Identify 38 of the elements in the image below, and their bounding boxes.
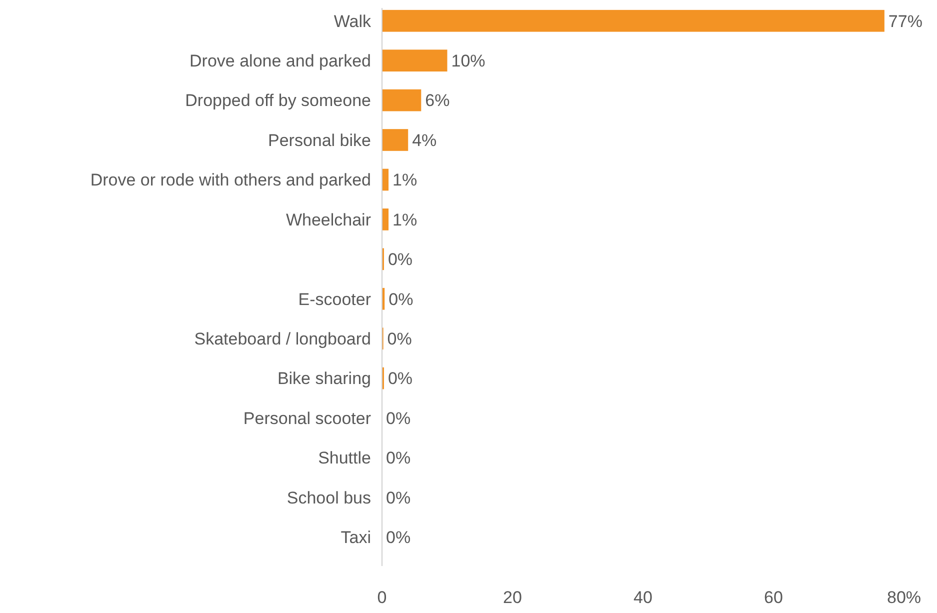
- y-tick-label: Taxi: [340, 528, 371, 548]
- data-label: 0%: [387, 330, 412, 349]
- x-tick-label: 0: [377, 588, 387, 607]
- data-label: 0%: [386, 528, 411, 548]
- y-tick-label: Personal bike: [268, 130, 371, 150]
- y-tick-label: Skateboard / longboard: [194, 330, 371, 349]
- data-label: 1%: [392, 170, 418, 190]
- bar: [382, 208, 389, 230]
- x-tick-label: 40: [634, 588, 652, 607]
- y-tick-label: Drove alone and parked: [190, 52, 371, 71]
- bar: [382, 50, 448, 72]
- bar: [382, 89, 422, 112]
- data-label: 0%: [388, 290, 414, 309]
- data-label: 1%: [392, 210, 418, 230]
- x-tick-label: 80%: [886, 588, 922, 607]
- data-label: 77%: [888, 12, 922, 31]
- data-label: 0%: [388, 250, 413, 270]
- data-label: 10%: [451, 52, 486, 71]
- y-tick-label: Walk: [334, 12, 372, 31]
- bar: [382, 168, 389, 191]
- data-label: 0%: [386, 488, 411, 508]
- y-tick-label: Shuttle: [318, 448, 371, 468]
- data-label: 0%: [386, 408, 411, 428]
- data-label: 0%: [386, 448, 411, 468]
- bar: [382, 129, 408, 151]
- data-label: 4%: [412, 130, 437, 150]
- data-label: 0%: [388, 369, 413, 388]
- y-tick-label: School bus: [286, 488, 371, 508]
- y-tick-label: E-scooter: [298, 290, 372, 309]
- y-tick-label: Wheelchair: [286, 210, 372, 230]
- y-tick-label: Bike sharing: [277, 369, 371, 388]
- bar: [382, 10, 884, 32]
- x-tick-label: 60: [764, 588, 783, 607]
- y-tick-label: Drove or rode with others and parked: [90, 170, 371, 190]
- x-tick-label: 20: [503, 588, 522, 607]
- y-tick-label: Personal scooter: [243, 408, 372, 428]
- data-label: 6%: [425, 91, 450, 110]
- y-tick-label: Dropped off by someone: [185, 91, 371, 110]
